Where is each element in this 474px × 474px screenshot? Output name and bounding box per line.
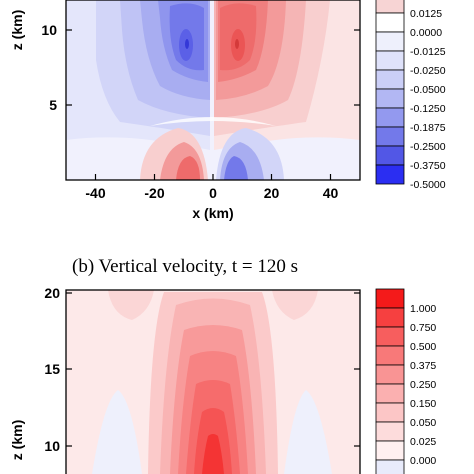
colorbar-swatch [375,364,405,385]
colorbar-label: 1.000 [410,303,436,315]
colorbar-swatch [375,145,405,166]
panel-a-xtick-label: 20 [264,185,280,201]
colorbar-label: 0.150 [410,398,436,410]
panel-a-xtick-label: 0 [209,185,217,201]
colorbar-swatch [375,440,405,461]
panel-b-ytick-label: 20 [44,285,60,301]
colorbar-label: 0.050 [410,417,436,429]
colorbar-swatch [375,164,405,185]
colorbar-label: 0.250 [410,379,436,391]
colorbar-swatch [375,288,405,309]
panel-b-title: (b) Vertical velocity, t = 120 s [72,256,298,277]
colorbar-swatch [375,107,405,128]
colorbar-swatch [375,307,405,328]
colorbar-label: -0.5000 [410,179,446,191]
colorbar-swatch [375,126,405,147]
colorbar-label: 0.025 [410,436,436,448]
colorbar-swatch [375,383,405,404]
colorbar-swatch [375,69,405,90]
colorbar-label: 0.000 [410,455,436,467]
colorbar-swatch [375,88,405,109]
colorbar-swatch [375,50,405,71]
panel-a-plot: 10 5 -40 -20 0 20 40 x (km) z (km) [9,0,361,221]
panel-b-colorbar: 1.000 0.750 0.500 0.375 0.250 0.150 0.050 0.025… [375,288,436,474]
colorbar-swatch [375,459,405,474]
colorbar-swatch [375,402,405,423]
panel-a-tick-marks [66,29,360,180]
panel-b-plot: 20 15 10 z (km) [9,285,361,474]
colorbar-label: 0.0125 [410,8,442,20]
panel-a-xtick-label: -20 [144,185,164,201]
panel-a-xlabel: x (km) [192,205,233,221]
colorbar-swatch [375,31,405,52]
colorbar-swatch [375,12,405,33]
colorbar-label: 0.750 [410,322,436,334]
colorbar-swatch [375,421,405,442]
colorbar-label: -0.0500 [410,84,446,96]
panel-b-ylabel: z (km) [9,420,25,460]
colorbar-swatch [375,326,405,347]
colorbar-label: -0.0250 [410,65,446,77]
panel-a-colorbar: 0.0125 0.0000 -0.0125 -0.0250 -0.0500 -0.1250… [375,0,446,191]
panel-a-xtick-label: -40 [85,185,105,201]
panel-b-contours [92,290,332,474]
panel-b-ytick-label: 10 [44,438,60,454]
colorbar-label: -0.3750 [410,160,446,172]
colorbar-label: -0.1250 [410,103,446,115]
colorbar-label: -0.2500 [410,141,446,153]
colorbar-swatch [375,0,405,14]
colorbar-label: -0.1875 [410,122,446,134]
colorbar-swatch [375,345,405,366]
panel-a-xtick-label: 40 [323,185,339,201]
colorbar-label: 0.0000 [410,27,442,39]
colorbar-label: 0.500 [410,341,436,353]
colorbar-label: -0.0125 [410,46,446,58]
panel-a-ylabel: z (km) [9,10,25,50]
panel-b-tick-marks [66,292,360,447]
panel-a-ytick-label: 5 [49,97,57,113]
panel-a-ytick-label: 10 [41,22,57,38]
colorbar-label: 0.375 [410,360,436,372]
panel-a-contours [66,0,360,180]
panel-b-ytick-label: 15 [44,361,60,377]
panel-b-frame [65,289,361,474]
